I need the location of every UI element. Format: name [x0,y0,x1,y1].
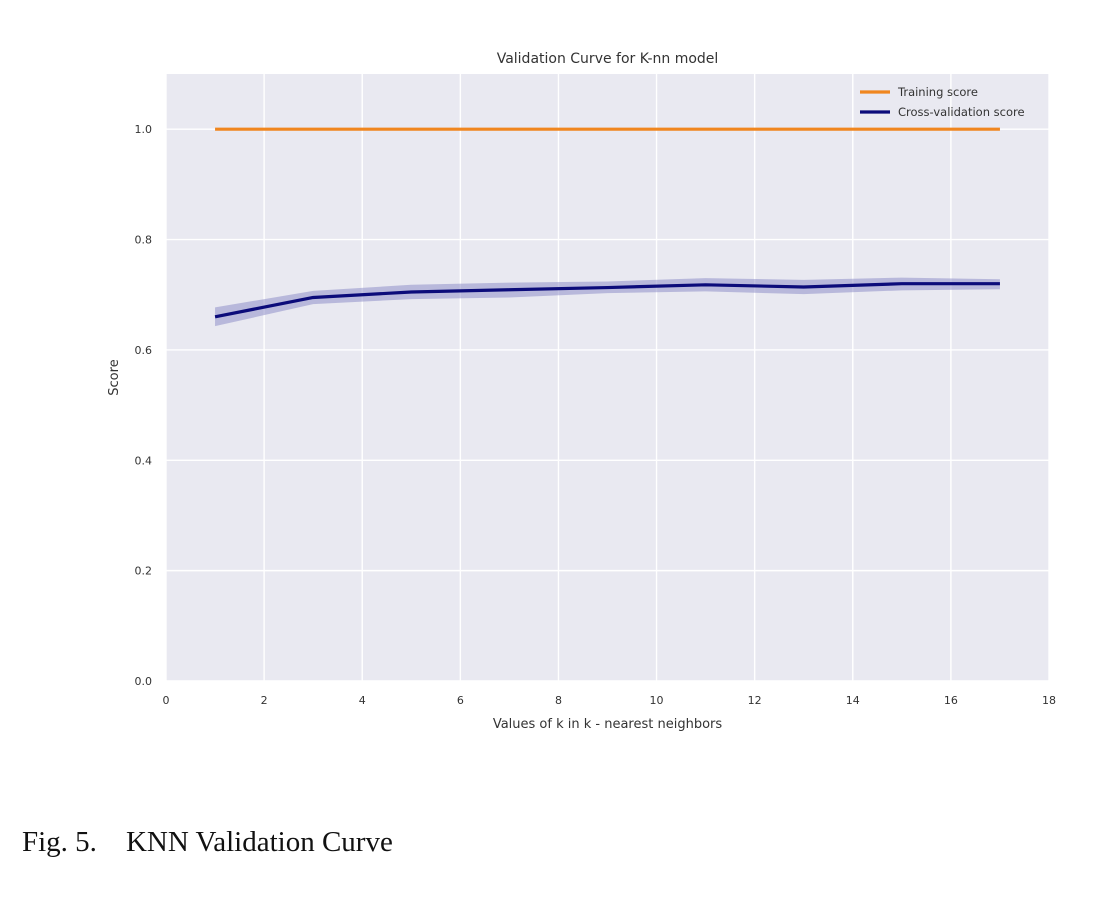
y-tick-label: 1.0 [135,123,153,136]
legend: Training score Cross-validation score [860,85,1025,119]
legend-label: Training score [897,85,978,99]
y-tick-labels: 0.0 0.2 0.4 0.6 0.8 1.0 [135,123,153,688]
figure-caption-text: KNN Validation Curve [125,826,393,858]
confidence-bands [215,277,1000,327]
cross-validation-band [215,277,1000,327]
x-tick-label: 0 [163,694,170,707]
series-line [214,282,1000,319]
y-tick-label: 0.6 [135,344,153,357]
x-tick-label: 2 [261,694,268,707]
y-tick-label: 0.8 [135,234,153,247]
x-axis-label: Values of k in k - nearest neighbors [493,717,723,732]
x-tick-label: 8 [555,694,562,707]
y-axis-label: Score [107,359,122,395]
x-tick-label: 4 [359,694,366,707]
validation-curve-chart: 0 2 4 6 8 10 12 14 16 18 0.0 0.2 0.4 0.6 0.8 1.0 Valid… [107,51,1057,732]
x-tick-label: 6 [457,694,464,707]
x-tick-labels: 0 2 4 6 8 10 12 14 16 18 [163,694,1057,707]
x-tick-label: 18 [1042,694,1056,707]
x-tick-label: 14 [846,694,860,707]
figure-caption: Fig. 5. KNN Validation Curve [22,826,393,859]
plot-area [166,74,1049,681]
grid-lines [165,74,1050,682]
y-tick-label: 0.4 [135,454,153,467]
x-tick-label: 10 [650,694,664,707]
x-tick-label: 12 [748,694,762,707]
legend-label: Cross-validation score [898,105,1025,119]
series-lines [214,127,1000,319]
y-tick-label: 0.2 [135,565,153,578]
chart-title: Validation Curve for K-nn model [497,51,719,67]
y-tick-label: 0.0 [135,675,153,688]
figure-number: Fig. 5. [22,826,97,858]
x-tick-label: 16 [944,694,958,707]
